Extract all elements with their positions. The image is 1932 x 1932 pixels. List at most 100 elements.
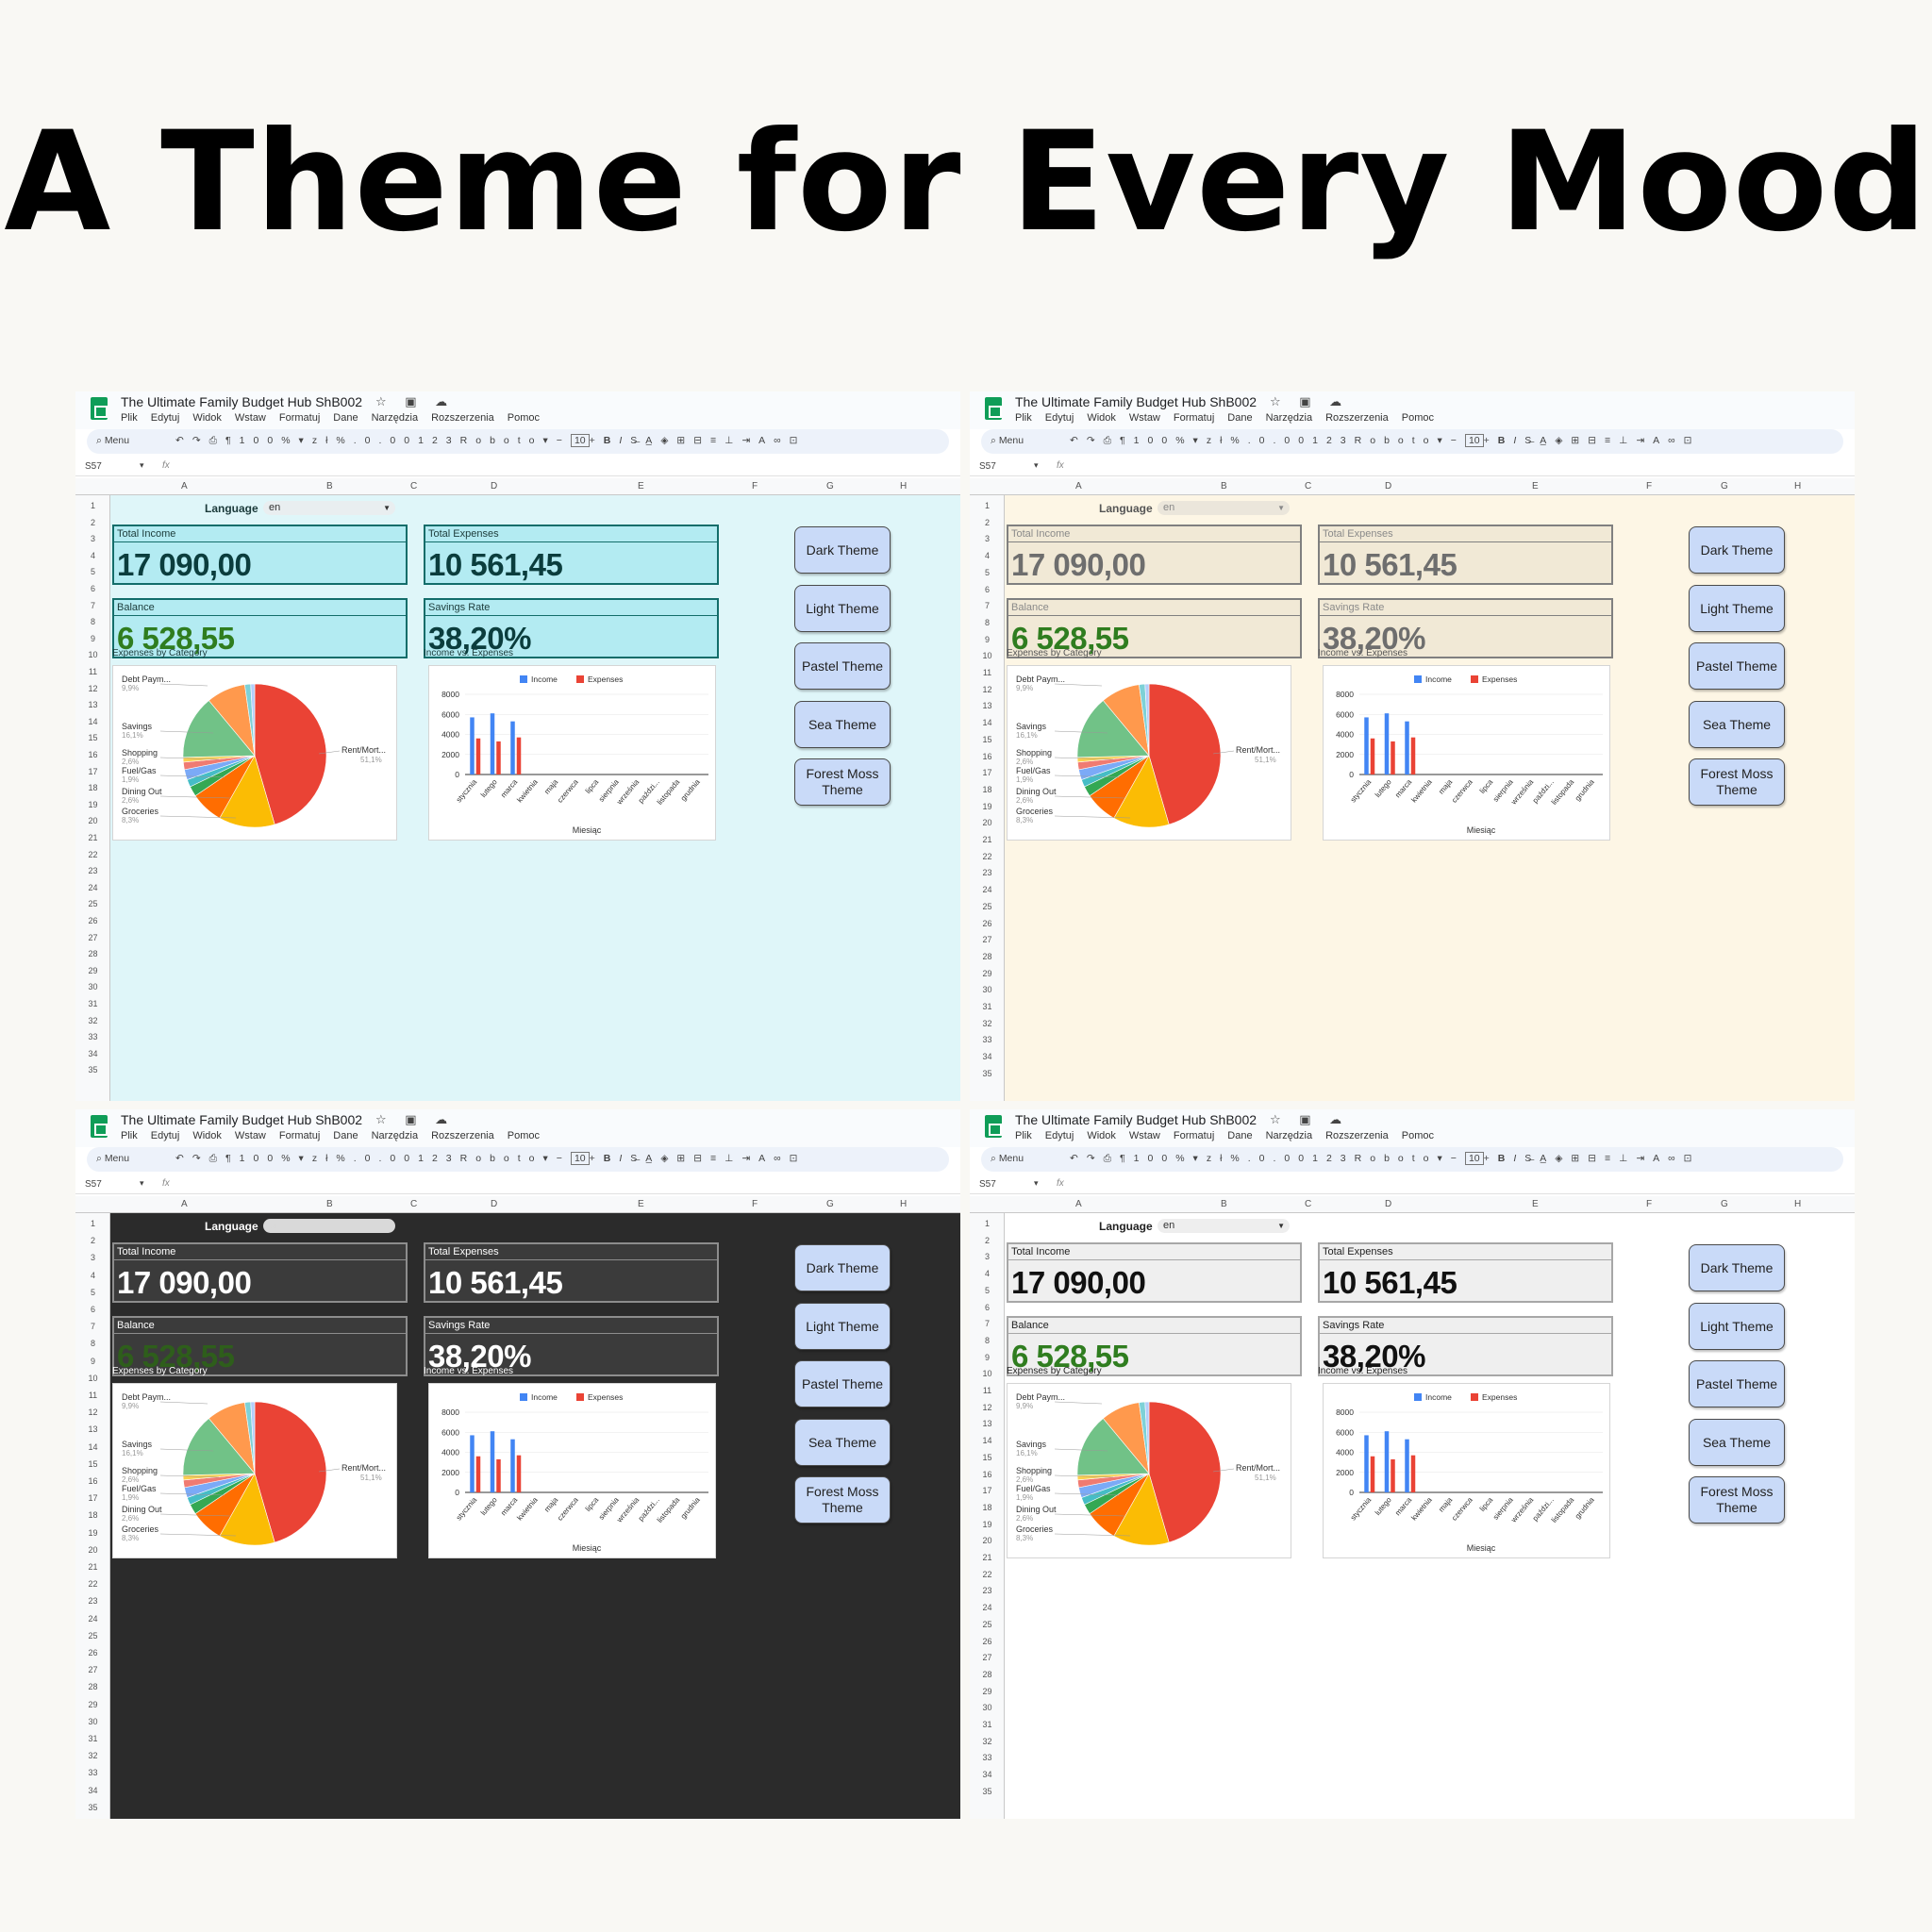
bold-button[interactable]: B	[603, 435, 620, 446]
paint-format-icon[interactable]: ¶	[225, 1153, 240, 1164]
chevron-down-icon[interactable]: ▾	[140, 460, 144, 470]
language-select[interactable]: en ▼	[263, 1219, 395, 1233]
pastel-theme-button[interactable]: Pastel Theme	[1689, 1360, 1785, 1407]
chevron-down-icon[interactable]: ▾	[1034, 1178, 1039, 1188]
row-header[interactable]: 15	[88, 733, 98, 743]
row-header[interactable]: 23	[88, 866, 98, 876]
fill-color-icon[interactable]: ◈	[1555, 435, 1572, 446]
italic-button[interactable]: I	[619, 1153, 631, 1164]
row-header[interactable]: 6	[984, 1302, 990, 1312]
menu-view[interactable]: Widok	[192, 1130, 222, 1141]
link-icon[interactable]: ∞	[774, 1153, 790, 1164]
menu-file[interactable]: Plik	[1015, 1130, 1032, 1141]
row-header[interactable]: 9	[90, 633, 95, 643]
row-header[interactable]: 15	[88, 1458, 98, 1469]
row-header[interactable]: 28	[982, 1669, 992, 1679]
bar-chart[interactable]: 0 2000 4000 6000 8000 stycznia lutego marca kwie…	[1323, 1383, 1610, 1558]
row-header[interactable]: 21	[982, 1553, 992, 1562]
font-size-minus-icon[interactable]: −	[556, 1153, 571, 1164]
row-header[interactable]: 1	[984, 1219, 990, 1228]
row-header[interactable]: 31	[88, 999, 98, 1008]
row-header[interactable]: 17	[982, 1486, 992, 1496]
name-box[interactable]: S57	[979, 1179, 996, 1190]
row-header[interactable]: 19	[88, 799, 98, 809]
column-header[interactable]: B	[1221, 481, 1227, 491]
sheets-logo-icon[interactable]	[985, 1115, 1002, 1138]
column-header[interactable]: F	[1646, 1199, 1653, 1209]
chevron-down-icon[interactable]: ▾	[1034, 460, 1039, 470]
row-header[interactable]: 16	[88, 750, 98, 759]
column-header[interactable]: C	[1305, 481, 1312, 491]
row-header[interactable]: 27	[88, 1665, 98, 1675]
paint-format-icon[interactable]: ¶	[1120, 1153, 1134, 1164]
font-size-plus-icon[interactable]: +	[589, 435, 604, 446]
language-select[interactable]: en ▼	[1158, 1219, 1290, 1233]
wrap-icon[interactable]: ⇥	[741, 1153, 759, 1164]
column-header[interactable]: D	[491, 1199, 498, 1209]
row-header[interactable]: 34	[982, 1052, 992, 1062]
menu-data[interactable]: Dane	[1227, 1130, 1253, 1141]
redo-icon[interactable]: ↷	[1086, 1153, 1104, 1164]
menu-search[interactable]: ⌕ Menu	[991, 435, 1024, 447]
menu-search[interactable]: ⌕ Menu	[991, 1153, 1024, 1165]
row-header[interactable]: 4	[984, 1269, 990, 1279]
forest-moss-theme-button[interactable]: Forest Moss Theme	[794, 758, 891, 806]
column-header[interactable]: D	[491, 481, 498, 491]
row-header[interactable]: 30	[982, 985, 992, 995]
document-title[interactable]: The Ultimate Family Budget Hub ShB002	[121, 1112, 363, 1127]
column-header[interactable]: H	[1794, 1199, 1802, 1209]
row-header[interactable]: 31	[982, 1720, 992, 1729]
menu-insert[interactable]: Wstaw	[234, 1130, 266, 1141]
row-header[interactable]: 34	[88, 1048, 98, 1058]
row-header[interactable]: 20	[982, 1536, 992, 1546]
document-title[interactable]: The Ultimate Family Budget Hub ShB002	[1015, 394, 1257, 409]
menu-tools[interactable]: Narzędzia	[1265, 412, 1313, 424]
currency-button[interactable]: zł	[1206, 1153, 1231, 1164]
row-header[interactable]: 29	[982, 968, 992, 978]
row-header[interactable]: 10	[88, 650, 98, 660]
text-color-icon[interactable]: A̲	[645, 1153, 661, 1164]
paint-format-icon[interactable]: ¶	[225, 435, 240, 446]
rotate-icon[interactable]: A	[758, 1153, 774, 1164]
menu-tools[interactable]: Narzędzia	[371, 412, 419, 424]
row-header[interactable]: 19	[88, 1527, 98, 1538]
row-header[interactable]: 21	[982, 835, 992, 844]
decrease-decimal-button[interactable]: .0	[1247, 1153, 1274, 1164]
row-header[interactable]: 12	[982, 1402, 992, 1412]
font-size-input[interactable]: 10	[570, 1152, 590, 1165]
align-icon[interactable]: ≡	[710, 1153, 725, 1164]
row-header[interactable]: 26	[982, 1636, 992, 1646]
rotate-icon[interactable]: A	[758, 435, 774, 446]
row-header[interactable]: 10	[982, 651, 992, 661]
borders-icon[interactable]: ⊞	[676, 435, 694, 446]
row-header[interactable]: 17	[88, 766, 98, 776]
row-header[interactable]: 29	[88, 965, 98, 975]
name-box[interactable]: S57	[85, 1179, 102, 1190]
increase-decimal-button[interactable]: .00	[1273, 435, 1313, 446]
font-size-plus-icon[interactable]: +	[589, 1153, 604, 1164]
fill-color-icon[interactable]: ◈	[660, 435, 677, 446]
percent-button[interactable]: %	[1230, 1153, 1248, 1164]
row-header[interactable]: 13	[88, 700, 98, 710]
redo-icon[interactable]: ↷	[192, 1153, 209, 1164]
title-actions[interactable]: ☆ ▣ ☁	[375, 394, 456, 408]
row-header[interactable]: 22	[982, 851, 992, 861]
sheets-logo-icon[interactable]	[985, 397, 1002, 420]
strikethrough-icon[interactable]: S̶	[1524, 1153, 1541, 1164]
valign-icon[interactable]: ⊥	[1619, 435, 1637, 446]
menu-tools[interactable]: Narzędzia	[371, 1130, 419, 1141]
text-color-icon[interactable]: A̲	[1540, 435, 1556, 446]
row-header[interactable]: 24	[982, 1603, 992, 1613]
row-header[interactable]: 32	[982, 1018, 992, 1028]
row-header[interactable]: 13	[982, 1419, 992, 1429]
paint-format-icon[interactable]: ¶	[1120, 435, 1134, 446]
dark-theme-button[interactable]: Dark Theme	[1689, 526, 1785, 574]
wrap-icon[interactable]: ⇥	[1636, 435, 1654, 446]
menu-view[interactable]: Widok	[1087, 1130, 1116, 1141]
column-header[interactable]: G	[826, 1199, 834, 1209]
font-size-plus-icon[interactable]: +	[1483, 435, 1498, 446]
number-format-button[interactable]: 123	[418, 1153, 460, 1164]
forest-moss-theme-button[interactable]: Forest Moss Theme	[1689, 1476, 1785, 1524]
undo-icon[interactable]: ↶	[1070, 435, 1087, 446]
row-header[interactable]: 26	[88, 916, 98, 925]
